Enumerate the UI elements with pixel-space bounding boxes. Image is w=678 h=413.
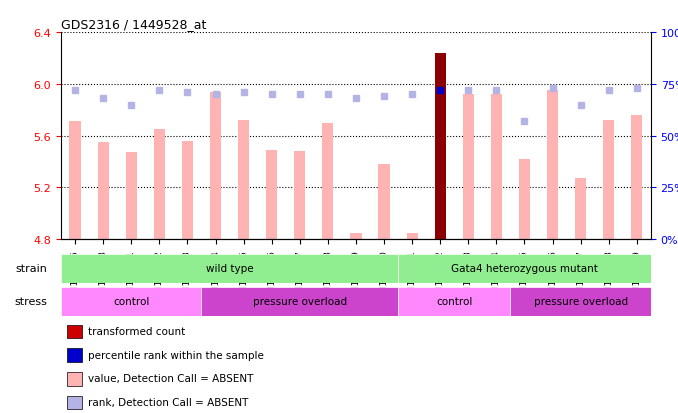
Bar xyxy=(435,54,446,240)
Bar xyxy=(266,150,277,240)
Bar xyxy=(210,93,221,240)
Bar xyxy=(69,122,81,240)
Text: Gata4 heterozygous mutant: Gata4 heterozygous mutant xyxy=(451,263,598,273)
Bar xyxy=(351,233,361,240)
Bar xyxy=(67,396,81,409)
Text: strain: strain xyxy=(15,263,47,273)
Bar xyxy=(238,121,250,240)
Text: value, Detection Call = ABSENT: value, Detection Call = ABSENT xyxy=(87,373,253,383)
Bar xyxy=(125,153,137,240)
Bar xyxy=(491,95,502,240)
Bar xyxy=(631,116,643,240)
Bar xyxy=(462,95,474,240)
Bar xyxy=(154,130,165,240)
Bar xyxy=(67,325,81,339)
FancyBboxPatch shape xyxy=(61,287,201,316)
Text: control: control xyxy=(113,297,149,306)
Bar xyxy=(603,121,614,240)
Bar xyxy=(575,179,586,240)
Bar xyxy=(98,143,108,240)
FancyBboxPatch shape xyxy=(511,287,651,316)
Bar xyxy=(519,159,530,240)
Text: wild type: wild type xyxy=(205,263,254,273)
Bar xyxy=(67,349,81,362)
Bar xyxy=(407,233,418,240)
Bar xyxy=(182,142,193,240)
FancyBboxPatch shape xyxy=(398,287,511,316)
Text: control: control xyxy=(436,297,473,306)
Bar xyxy=(67,372,81,386)
Bar xyxy=(294,152,305,240)
Text: transformed count: transformed count xyxy=(87,326,185,336)
Bar xyxy=(378,165,390,240)
Text: GDS2316 / 1449528_at: GDS2316 / 1449528_at xyxy=(61,17,206,31)
Bar xyxy=(547,91,558,240)
Text: percentile rank within the sample: percentile rank within the sample xyxy=(87,350,264,360)
Bar xyxy=(322,123,334,240)
Text: rank, Detection Call = ABSENT: rank, Detection Call = ABSENT xyxy=(87,397,248,407)
Text: pressure overload: pressure overload xyxy=(253,297,347,306)
FancyBboxPatch shape xyxy=(201,287,398,316)
FancyBboxPatch shape xyxy=(61,254,398,283)
Text: stress: stress xyxy=(14,297,47,306)
FancyBboxPatch shape xyxy=(398,254,651,283)
Text: pressure overload: pressure overload xyxy=(534,297,628,306)
